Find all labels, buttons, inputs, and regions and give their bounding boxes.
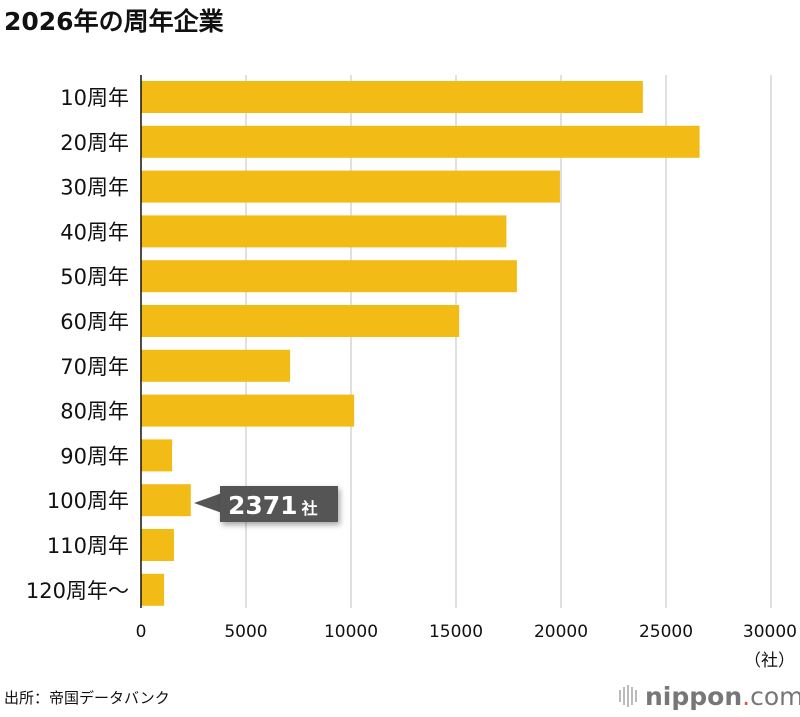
bar (141, 349, 291, 382)
chart-title: 2026年の周年企業 (4, 7, 224, 36)
category-label: 100周年 (47, 489, 129, 513)
category-label: 10周年 (60, 86, 129, 110)
x-tick-label: 30000 (743, 622, 797, 642)
value-callout: 2371 社 (194, 486, 338, 522)
logo-waves-icon (619, 685, 637, 707)
category-label: 50周年 (60, 265, 129, 289)
bar (141, 394, 355, 427)
brand-suffix: com (750, 682, 800, 711)
x-tick-label: 0 (136, 622, 147, 642)
category-label: 60周年 (60, 310, 129, 334)
callout-unit: 社 (301, 499, 318, 518)
category-label: 20周年 (60, 131, 129, 155)
category-label: 90周年 (60, 444, 129, 468)
x-tick-label: 25000 (639, 622, 693, 642)
bar (141, 305, 460, 337)
brand-name: nippon (645, 682, 742, 711)
source-note: 出所：帝国データバンク (4, 689, 170, 707)
x-axis-unit: （社） (744, 651, 795, 671)
category-label: 70周年 (60, 355, 129, 379)
callout-value: 2371 (228, 491, 298, 520)
bar (141, 573, 165, 606)
nippon-logo: nippon.com (619, 682, 800, 711)
x-tick-label: 10000 (324, 622, 378, 642)
category-label: 30周年 (60, 176, 129, 200)
callout-box (220, 486, 338, 522)
x-tick-label: 15000 (429, 622, 483, 642)
bar (141, 125, 700, 158)
bar (141, 170, 560, 203)
category-label: 120周年～ (26, 579, 129, 603)
bar (141, 529, 174, 561)
x-tick-label: 20000 (534, 622, 588, 642)
bar (141, 439, 173, 472)
category-label: 40周年 (60, 220, 129, 244)
svg-text:nippon.com: nippon.com (645, 682, 800, 711)
bar (141, 81, 643, 113)
callout-pointer (194, 493, 222, 513)
category-label: 110周年 (47, 534, 129, 558)
bar (141, 260, 517, 293)
bar (141, 215, 507, 248)
bar (141, 484, 191, 517)
category-label: 80周年 (60, 400, 129, 424)
x-tick-label: 5000 (224, 622, 267, 642)
